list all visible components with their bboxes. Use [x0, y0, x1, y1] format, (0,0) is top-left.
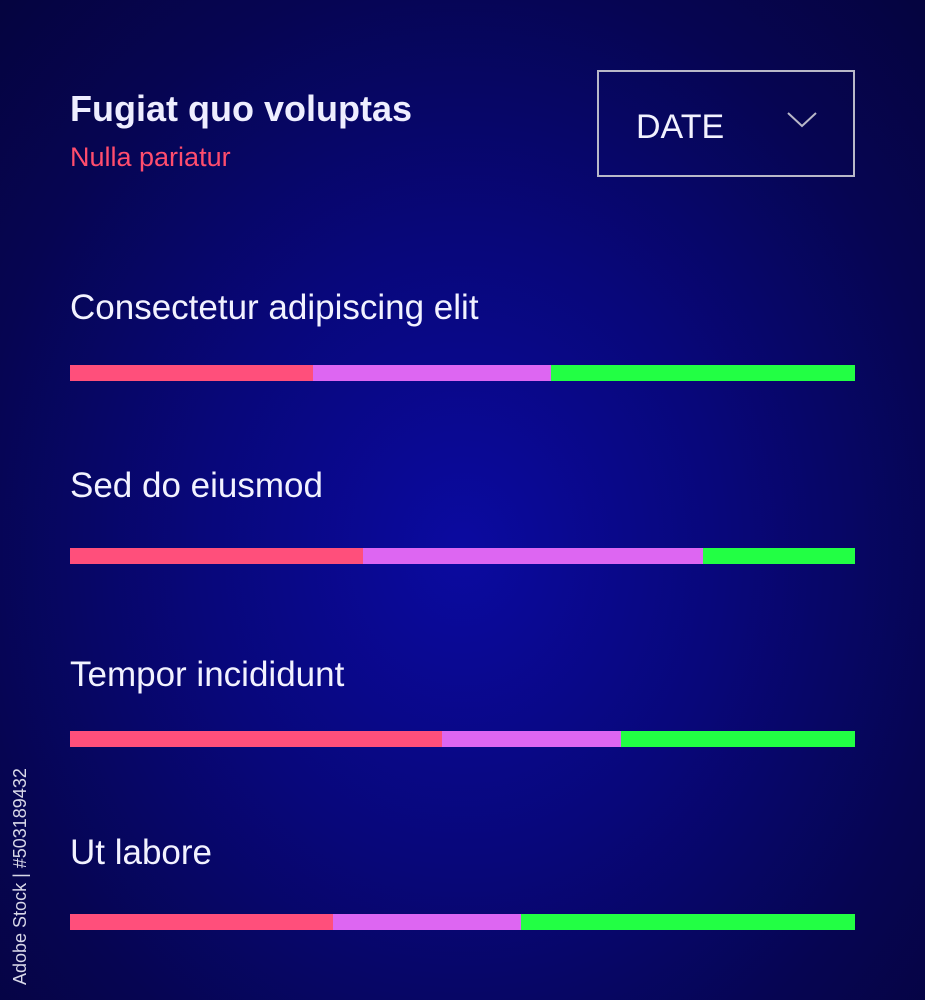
bar-segment-3 — [551, 365, 855, 381]
row-label: Sed do eiusmod — [70, 466, 323, 505]
page-subtitle: Nulla pariatur — [70, 142, 231, 172]
row-label: Ut labore — [70, 833, 213, 872]
chevron-down-icon — [787, 112, 817, 128]
bar-segment-3 — [621, 731, 855, 747]
watermark: Adobe Stock | #503189432 — [10, 768, 30, 985]
bar-segment-2 — [442, 731, 622, 747]
date-dropdown[interactable]: DATE — [597, 70, 855, 177]
bar-segment-3 — [702, 548, 855, 564]
bar-segment-1 — [70, 548, 363, 564]
stacked-progress-bar — [70, 731, 855, 747]
bar-segment-1 — [70, 914, 333, 930]
dropdown-selected-value: DATE — [636, 108, 725, 146]
bar-segment-2 — [313, 365, 552, 381]
bar-segment-1 — [70, 731, 443, 747]
page-title: Fugiat quo voluptas — [70, 88, 412, 129]
bar-segment-2 — [332, 914, 522, 930]
bar-segment-1 — [70, 365, 314, 381]
row-label: Tempor incididunt — [70, 655, 345, 694]
stacked-progress-bar — [70, 365, 855, 381]
stacked-progress-bar — [70, 914, 855, 930]
stacked-progress-bar — [70, 548, 855, 564]
row-label: Consectetur adipiscing elit — [70, 288, 479, 327]
bar-segment-3 — [521, 914, 855, 930]
bar-segment-2 — [362, 548, 703, 564]
